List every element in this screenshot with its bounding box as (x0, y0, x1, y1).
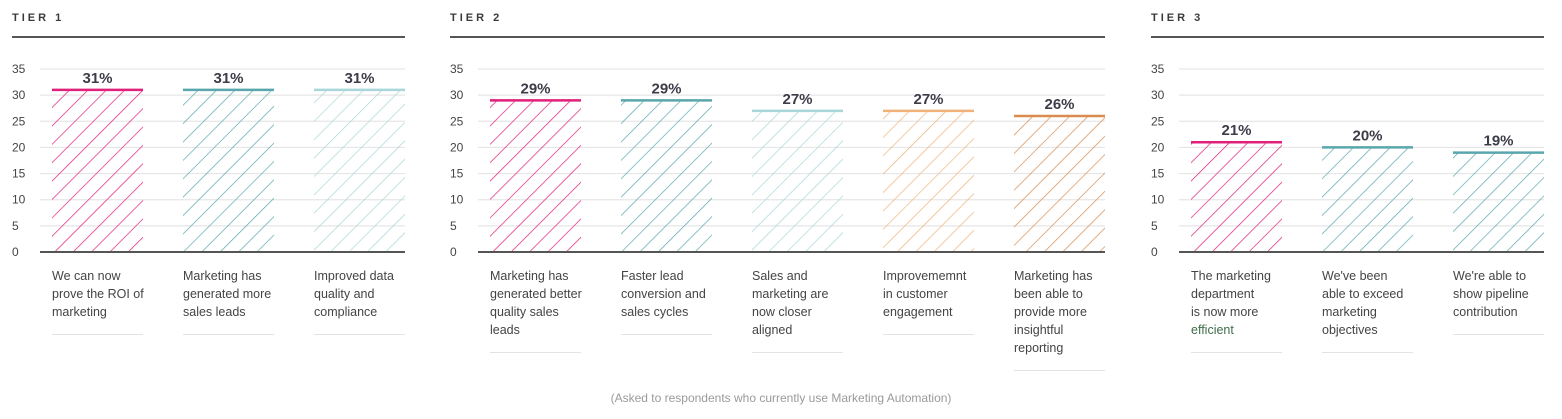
data-label: 26% (1044, 96, 1074, 113)
y-tick-label: 0 (450, 245, 457, 259)
y-tick-label: 15 (450, 167, 464, 181)
y-tick-label: 30 (450, 88, 464, 102)
tier-1-title: TIER 1 (12, 12, 65, 24)
tier-2-plot: 0 5 10 15 20 25 30 35 29% 29% 27% 27% 26% (450, 62, 1105, 259)
y-tick-label: 30 (1151, 88, 1165, 102)
category-underline (1014, 370, 1105, 371)
y-tick-label: 0 (1151, 245, 1158, 259)
y-tick-label: 30 (12, 88, 26, 102)
y-tick-label: 10 (12, 193, 26, 207)
y-tick-label: 20 (1151, 140, 1165, 154)
category-label: Faster lead conversion and sales cycles (621, 269, 706, 319)
tier-1-plot: 0 5 10 15 20 25 30 35 31% 31% 31% (12, 62, 405, 259)
category-underline (183, 334, 274, 335)
category-label: Marketing has generated better quality sal… (490, 269, 582, 337)
tier-3-title: TIER 3 (1151, 12, 1204, 24)
bar (1014, 116, 1105, 252)
y-tick-label: 15 (1151, 167, 1165, 181)
category-underline (1322, 352, 1413, 353)
data-label: 31% (82, 70, 112, 87)
data-label: 19% (1483, 133, 1513, 150)
y-tick-label: 5 (1151, 219, 1158, 233)
y-tick-label: 10 (1151, 193, 1165, 207)
bar (183, 89, 274, 253)
category-underline (752, 352, 843, 353)
y-tick-label: 35 (12, 62, 26, 76)
y-tick-label: 25 (1151, 114, 1165, 128)
tier-2-title: TIER 2 (450, 12, 503, 24)
data-label: 27% (782, 91, 812, 108)
category-label: Marketing has generated more sales leads (183, 269, 272, 319)
category-label: We've been able to exceed marketing objecti… (1322, 269, 1404, 337)
tier-3-rule (1151, 36, 1544, 38)
category-underline (883, 334, 974, 335)
y-tick-label: 10 (450, 193, 464, 207)
y-tick-label: 25 (12, 114, 26, 128)
category-underline (490, 352, 581, 353)
data-label: 29% (520, 80, 550, 97)
y-tick-label: 0 (12, 245, 19, 259)
tier-1-chart: TIER 1 0 5 10 15 20 25 30 35 31% 31% 31% We can no… (12, 0, 405, 400)
data-label: 31% (344, 70, 374, 87)
y-tick-label: 20 (450, 140, 464, 154)
y-tick-label: 35 (1151, 62, 1165, 76)
bar (314, 89, 405, 253)
y-tick-label: 25 (450, 114, 464, 128)
data-label: 29% (651, 80, 681, 97)
tier-3-plot: 0 5 10 15 20 25 30 35 21% 20% 19% (1151, 62, 1544, 259)
bar (1453, 152, 1544, 252)
tier-2-chart: TIER 2 0 5 10 15 20 25 30 35 29% 29% 27% 27% 26% Mar… (450, 0, 1105, 400)
y-tick-label: 20 (12, 140, 26, 154)
tier-2-rule (450, 36, 1105, 38)
bar (752, 110, 843, 252)
bar (52, 89, 143, 253)
category-underline (52, 334, 143, 335)
category-label: The marketing department is now more effici… (1191, 269, 1271, 337)
category-underline (314, 334, 405, 335)
y-tick-label: 15 (12, 167, 26, 181)
y-tick-label: 35 (450, 62, 464, 76)
bar (1322, 147, 1413, 252)
category-underline (621, 334, 712, 335)
y-tick-label: 5 (450, 219, 457, 233)
category-underline (1191, 352, 1282, 353)
category-label: We're able to show pipeline contribution (1453, 269, 1529, 319)
bar (490, 100, 581, 252)
footnote: (Asked to respondents who currently use … (610, 391, 952, 405)
tier-1-rule (12, 36, 405, 38)
category-label: We can now prove the ROI of marketing (52, 269, 144, 319)
data-label: 20% (1352, 127, 1382, 144)
category-label: Improvememnt in customer engagement (883, 269, 967, 319)
tier-3-chart: TIER 3 0 5 10 15 20 25 30 35 21% 20% 19% The marke… (1151, 0, 1544, 400)
data-label: 31% (213, 70, 243, 87)
category-label: Marketing has been able to provide more ins… (1014, 269, 1093, 355)
bar (1191, 142, 1282, 252)
category-label: Improved data quality and compliance (314, 269, 394, 319)
category-label: Sales and marketing are now closer aligned (752, 269, 829, 337)
bar (621, 100, 712, 252)
data-label: 21% (1221, 122, 1251, 139)
data-label: 27% (913, 91, 943, 108)
bar (883, 110, 974, 252)
category-underline (1453, 334, 1544, 335)
y-tick-label: 5 (12, 219, 19, 233)
